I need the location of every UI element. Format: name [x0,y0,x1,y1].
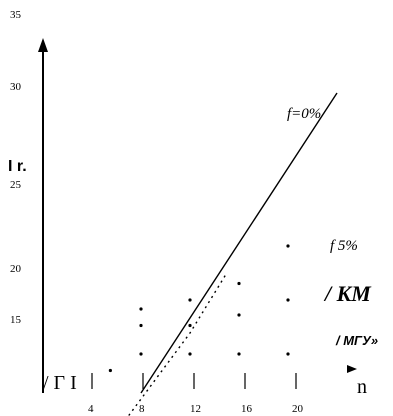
annotation-gamma: / Γ I [43,372,77,394]
x-tick-label: 4 [88,403,94,415]
y-axis-arrow-icon [38,38,48,52]
x-axis-label: n [357,376,367,398]
data-point [108,368,112,373]
data-point [139,323,143,328]
annotation-f5: f 5% [330,238,358,254]
data-point [237,313,241,317]
annotation-km: / KM [323,281,372,306]
series-line [140,92,338,394]
x-tick-labels: 4 8 12 16 20 [88,373,304,415]
x-tick-label: 20 [292,403,304,415]
data-point [237,281,241,286]
y-tick-label: 25 [10,179,22,191]
data-point [139,352,143,356]
series-line [128,272,228,416]
y-tick-label: 15 [10,314,22,326]
data-point [237,352,241,356]
data-point [188,323,192,328]
x-axis-arrow [347,365,357,373]
series-layer [128,92,338,416]
x-tick-label: 12 [190,403,201,415]
y-tick-labels: 35 30 25 20 15 [10,9,22,326]
annotation-f0: f=0% [287,106,321,122]
x-tick-label: 8 [139,403,145,415]
y-axis-label: I r. [8,158,27,175]
data-point [286,298,290,302]
dots-layer [108,244,290,373]
data-point [286,244,290,248]
x-axis-arrow-icon [347,365,357,373]
data-point [139,307,143,311]
y-axis [38,38,48,393]
x-tick-label: 16 [241,403,253,415]
y-tick-label: 30 [10,81,22,93]
annotation-mgu: / MГУ» [335,333,378,348]
data-point [188,352,192,356]
data-point [188,298,192,302]
y-tick-label: 35 [10,9,22,21]
y-tick-label: 20 [10,263,22,275]
data-point [286,352,290,356]
